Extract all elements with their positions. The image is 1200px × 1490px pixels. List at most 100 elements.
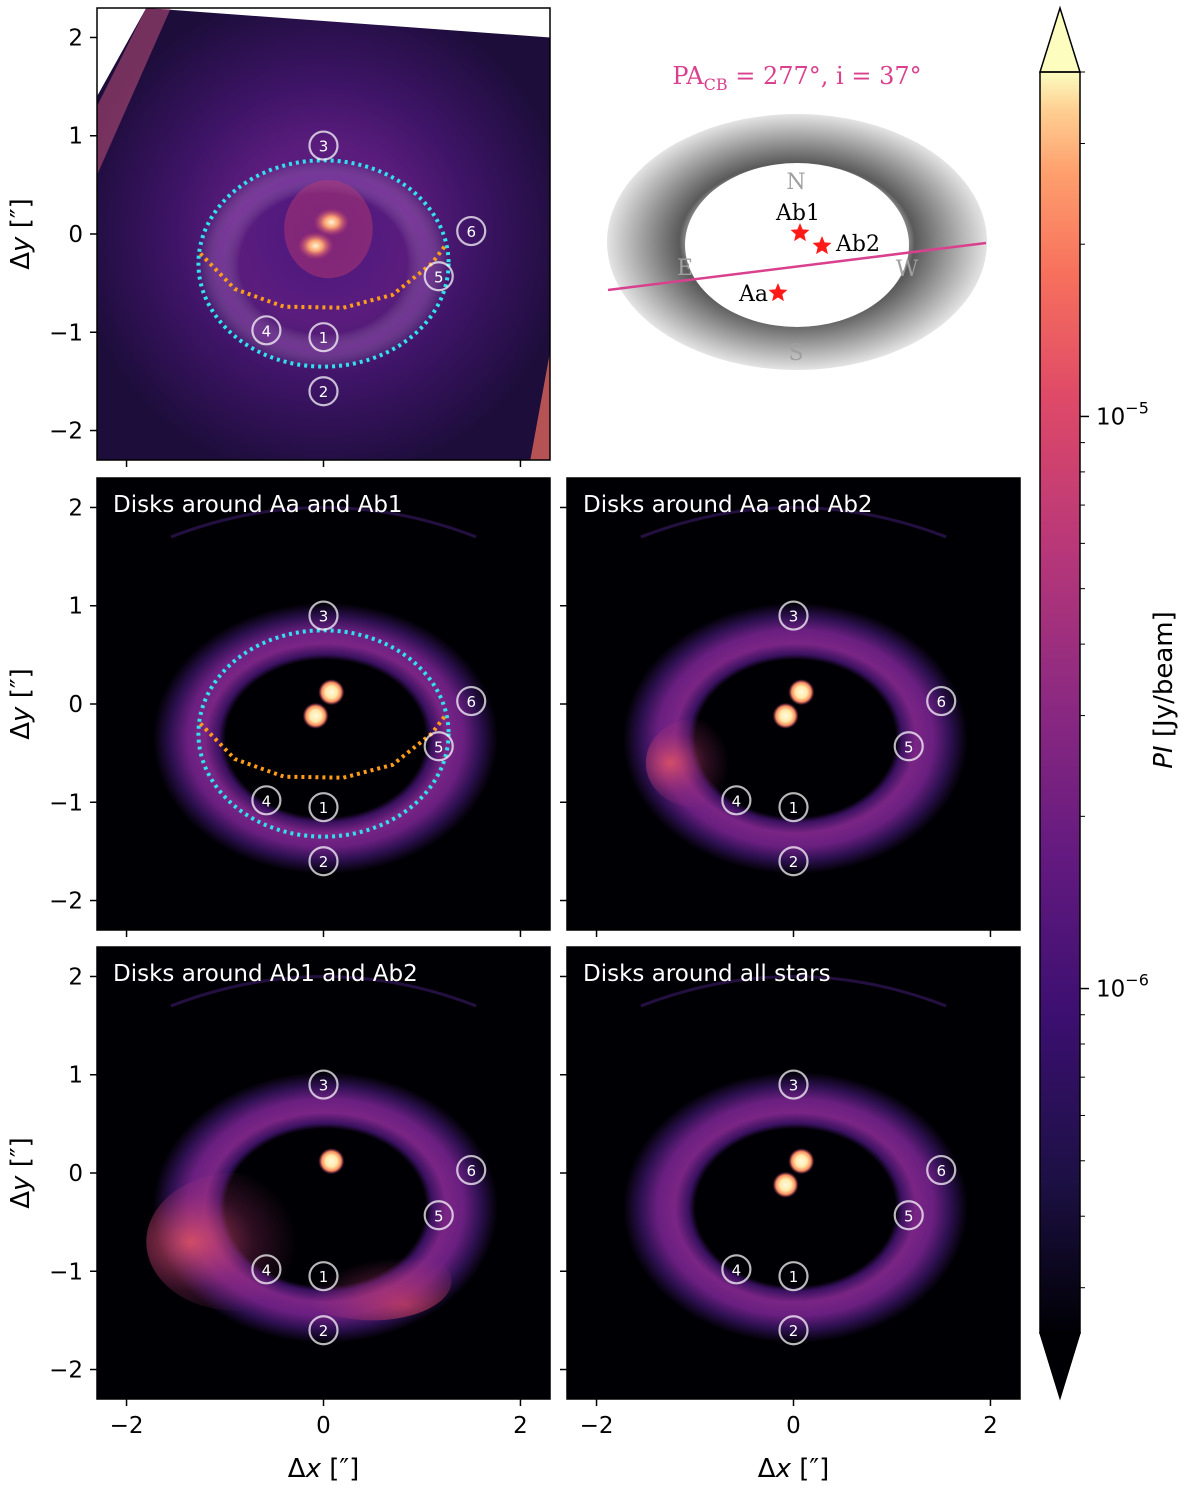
schematic-panel: PACB = 277°, i = 37° N E W S Ab1 Ab2 Aa — [607, 62, 987, 370]
y-tick-label: 1 — [68, 1063, 83, 1089]
colorbar-tick-label: 10−5 — [1096, 398, 1149, 430]
schematic-title: PACB = 277°, i = 37° — [672, 62, 921, 94]
marker-label: 1 — [319, 799, 329, 817]
y-tick-label: −2 — [49, 419, 83, 445]
star-ab1 — [788, 679, 815, 706]
schematic-star-ab2 — [812, 236, 832, 255]
panel-image: 1 2 3 4 5 6 — [97, 8, 550, 460]
colorbar-extend-min — [1038, 1332, 1082, 1401]
y-axis-label-var: y — [6, 1175, 36, 1192]
y-axis-label-var: y — [6, 706, 36, 723]
panel-3: 1 2 3 4 5 6 Disks around Aa and Ab2 — [560, 477, 1021, 937]
obs-ring-glow — [170, 135, 477, 392]
x-axis-label-var: x — [775, 1454, 792, 1484]
marker-circle — [778, 1261, 809, 1292]
y-axis-label: Δy [″] — [6, 668, 36, 739]
model-faint-arc — [640, 974, 947, 1008]
marker-label: 1 — [319, 329, 329, 347]
y-tick-label: 2 — [68, 25, 83, 51]
marker-2: 2 — [778, 1315, 809, 1346]
marker-3: 3 — [308, 600, 339, 631]
model-disk — [623, 1071, 968, 1343]
orange-dotted-arc — [198, 242, 449, 310]
y-axis-label-symbol: Δ — [6, 252, 36, 270]
marker-label: 3 — [319, 138, 329, 156]
y-tick-label: 2 — [68, 495, 83, 521]
marker-4: 4 — [251, 315, 282, 346]
star-aa — [302, 702, 329, 729]
marker-1: 1 — [308, 1261, 339, 1292]
compass-s: S — [788, 341, 803, 366]
marker-4: 4 — [251, 785, 282, 816]
colorbar: 10−610−5PI [Jy/beam] — [1038, 5, 1179, 1401]
marker-label: 4 — [262, 1261, 272, 1279]
colorbar-label-var: PI — [1149, 745, 1179, 768]
model-bright-region — [293, 1241, 452, 1321]
obs-edge-stripe — [530, 351, 550, 460]
colorbar-tick-base: 10 — [1096, 977, 1125, 1003]
panel-image: 1 2 3 4 5 6 — [97, 947, 550, 1399]
cyan-dotted-ellipse — [196, 158, 451, 369]
y-tick-label: 1 — [68, 124, 83, 150]
panel-title: Disks around Aa and Ab2 — [583, 492, 873, 518]
marker-4: 4 — [721, 785, 752, 816]
x-tick-label: −2 — [110, 1413, 144, 1439]
schematic-title-rest: = 277°, i = 37° — [728, 62, 922, 90]
marker-1: 1 — [778, 792, 809, 823]
y-tick-label: 0 — [68, 1161, 83, 1187]
colorbar-gradient — [1040, 72, 1080, 1333]
compass-e: E — [677, 256, 693, 281]
schematic-label-ab1: Ab1 — [775, 201, 820, 226]
y-axis-label-unit: [″] — [6, 668, 36, 706]
panels-layer: 1 2 3 4 5 6 −2 −1 0 1 2 Δy [″] 1 2 3 4 5 6 Disks around Aa… — [6, 7, 1021, 1484]
marker-circle — [721, 785, 752, 816]
marker-circle — [251, 1254, 282, 1285]
star-aa — [772, 1171, 799, 1198]
marker-2: 2 — [778, 846, 809, 877]
marker-circle — [893, 731, 924, 762]
x-tick-label: −2 — [580, 1413, 614, 1439]
model-faint-arc — [170, 974, 477, 1008]
orange-dotted-arc — [198, 712, 449, 780]
x-axis-label-unit: [″] — [321, 1454, 359, 1484]
colorbar-tick-base: 10 — [1096, 404, 1125, 430]
marker-circle — [926, 685, 957, 717]
marker-circle — [251, 315, 282, 346]
schematic-label-aa: Aa — [738, 282, 768, 307]
marker-1: 1 — [308, 322, 339, 353]
compass-w: W — [896, 257, 919, 282]
x-axis-label-symbol: Δ — [288, 1454, 306, 1484]
marker-6: 6 — [926, 685, 957, 717]
marker-label: 5 — [434, 1207, 444, 1225]
panel-title: Disks around Aa and Ab1 — [113, 492, 403, 518]
marker-label: 3 — [789, 608, 799, 626]
marker-4: 4 — [251, 1254, 282, 1285]
x-tick-label: 0 — [786, 1413, 801, 1439]
marker-5: 5 — [423, 1200, 454, 1231]
y-tick-label: −1 — [49, 790, 83, 816]
marker-circle — [308, 1315, 339, 1346]
marker-3: 3 — [778, 1069, 809, 1100]
marker-label: 6 — [466, 223, 476, 241]
marker-label: 1 — [789, 799, 799, 817]
marker-2: 2 — [308, 1315, 339, 1346]
marker-6: 6 — [456, 215, 487, 247]
marker-label: 4 — [262, 322, 272, 340]
panel-image: 1 2 3 4 5 6 — [97, 478, 550, 930]
x-axis-label-symbol: Δ — [758, 1454, 776, 1484]
colorbar-tick-exp: −5 — [1125, 398, 1149, 417]
model-faint-arc — [170, 505, 477, 539]
panel-image: 1 2 3 4 5 6 — [567, 478, 1020, 930]
marker-label: 3 — [319, 608, 329, 626]
marker-5: 5 — [423, 261, 454, 292]
marker-circle — [456, 215, 487, 247]
marker-3: 3 — [308, 1069, 339, 1100]
y-tick-label: 2 — [68, 964, 83, 990]
schematic-inner — [685, 163, 909, 327]
x-tick-label: 2 — [513, 1413, 528, 1439]
marker-label: 4 — [732, 792, 742, 810]
x-tick-label: 2 — [983, 1413, 998, 1439]
marker-1: 1 — [308, 792, 339, 823]
marker-circle — [778, 792, 809, 823]
schematic-star-ab1 — [790, 223, 810, 242]
